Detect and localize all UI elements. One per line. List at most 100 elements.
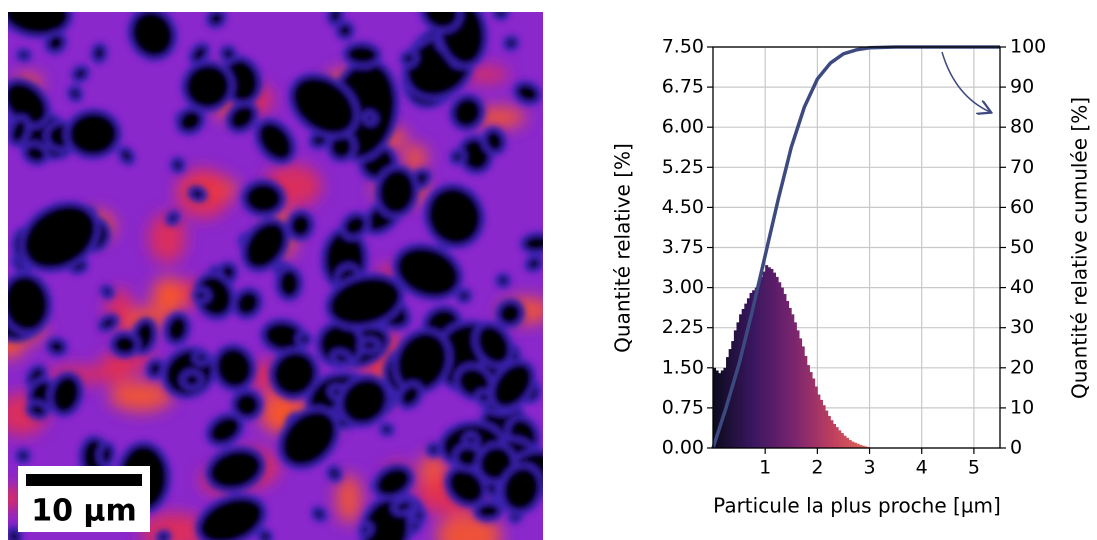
particle <box>66 84 84 104</box>
particle <box>240 217 291 274</box>
histogram-bar <box>773 272 777 448</box>
histogram-bar <box>741 308 745 448</box>
histogram-bar <box>739 314 743 448</box>
y2-tick-label: 30 <box>1010 316 1034 338</box>
histogram-bar <box>838 430 842 448</box>
histogram-bar <box>806 365 810 448</box>
particle <box>204 445 267 494</box>
particle <box>342 40 383 69</box>
particle <box>8 114 31 148</box>
particle <box>357 521 374 539</box>
particle <box>253 117 297 165</box>
y-axis-label: Quantité relative [%] <box>611 143 635 353</box>
particle <box>179 369 205 391</box>
particle <box>230 388 264 422</box>
histogram-bar <box>715 370 719 448</box>
y-tick-label: 4.50 <box>662 196 704 218</box>
y2-tick-label: 40 <box>1010 276 1034 298</box>
histogram-bar <box>786 300 790 448</box>
particle <box>180 59 235 113</box>
scale-bar-label: 10 µm <box>31 494 137 529</box>
y-tick-label: 6.00 <box>662 116 704 138</box>
particle <box>25 400 51 421</box>
histogram-bar <box>809 372 813 448</box>
histogram-bar <box>762 271 766 448</box>
particle <box>15 47 33 63</box>
particle <box>277 406 341 471</box>
histogram-bar <box>767 267 771 448</box>
particle <box>192 348 211 367</box>
histogram-bar <box>783 294 787 448</box>
particle <box>399 48 419 68</box>
y-tick-label: 6.75 <box>662 76 704 98</box>
particle <box>47 371 85 418</box>
particle <box>155 529 172 540</box>
y2-tick-label: 90 <box>1010 76 1034 98</box>
histogram-bar <box>793 322 797 448</box>
hot-spot <box>463 66 510 83</box>
y-tick-label: 5.25 <box>662 156 704 178</box>
particle <box>494 298 526 329</box>
particle <box>274 264 304 303</box>
particle <box>14 447 32 465</box>
particle <box>19 200 101 274</box>
particle <box>194 493 268 540</box>
particle <box>8 77 52 129</box>
chart: 1 2 3 4 5 0.00 0.75 1.50 2.25 3.00 3.75 4.50 5.25 6.0… <box>662 36 1047 479</box>
histogram-bar <box>754 287 758 448</box>
y-tick-label: 7.50 <box>662 36 704 58</box>
particle <box>481 126 508 156</box>
histogram-bar <box>780 287 784 448</box>
x-tick-label: 1 <box>759 457 771 479</box>
histogram-bar <box>713 367 717 448</box>
particle <box>337 374 392 429</box>
particle <box>448 92 486 132</box>
y2-tick-label: 70 <box>1010 156 1034 178</box>
x-tick-label: 2 <box>811 457 823 479</box>
particle <box>519 231 543 256</box>
particle <box>64 107 123 161</box>
x-tick-label: 3 <box>863 457 875 479</box>
particles <box>8 12 543 540</box>
histogram-bar <box>843 435 847 448</box>
particle <box>256 527 274 540</box>
histogram-bar <box>864 446 868 448</box>
particle <box>396 381 424 411</box>
particle <box>240 178 287 218</box>
histogram-bar <box>765 265 769 448</box>
histogram-bar <box>814 386 818 448</box>
particle <box>361 110 378 126</box>
histogram-bar <box>819 399 823 448</box>
particle <box>295 330 313 349</box>
particle <box>126 12 179 62</box>
histogram-bar <box>859 444 863 448</box>
histogram-bar <box>801 346 805 448</box>
particle <box>21 141 50 167</box>
histogram-bar <box>840 433 844 448</box>
particle <box>391 242 464 302</box>
particle <box>472 320 515 369</box>
particle <box>285 209 316 242</box>
histogram-bar <box>799 338 803 448</box>
histogram-bar <box>778 282 782 448</box>
histogram-bar <box>851 441 855 448</box>
particle <box>494 272 512 289</box>
arrow <box>941 51 990 112</box>
particle <box>162 311 192 347</box>
hot-spot <box>402 144 428 170</box>
particle <box>287 72 360 139</box>
particle <box>218 44 238 64</box>
histogram-bar <box>848 439 852 448</box>
particle <box>174 105 207 137</box>
particle <box>43 30 68 56</box>
particle <box>491 12 510 22</box>
hot-spot <box>98 352 134 385</box>
histogram-bar <box>788 307 792 448</box>
particle <box>99 283 116 300</box>
x-axis-label: Particule la plus proche [µm] <box>713 494 1001 518</box>
x-tick-label: 5 <box>968 457 980 479</box>
y2-tick-label: 80 <box>1010 116 1034 138</box>
histogram-bar <box>749 292 753 448</box>
histogram-bar <box>833 423 837 448</box>
